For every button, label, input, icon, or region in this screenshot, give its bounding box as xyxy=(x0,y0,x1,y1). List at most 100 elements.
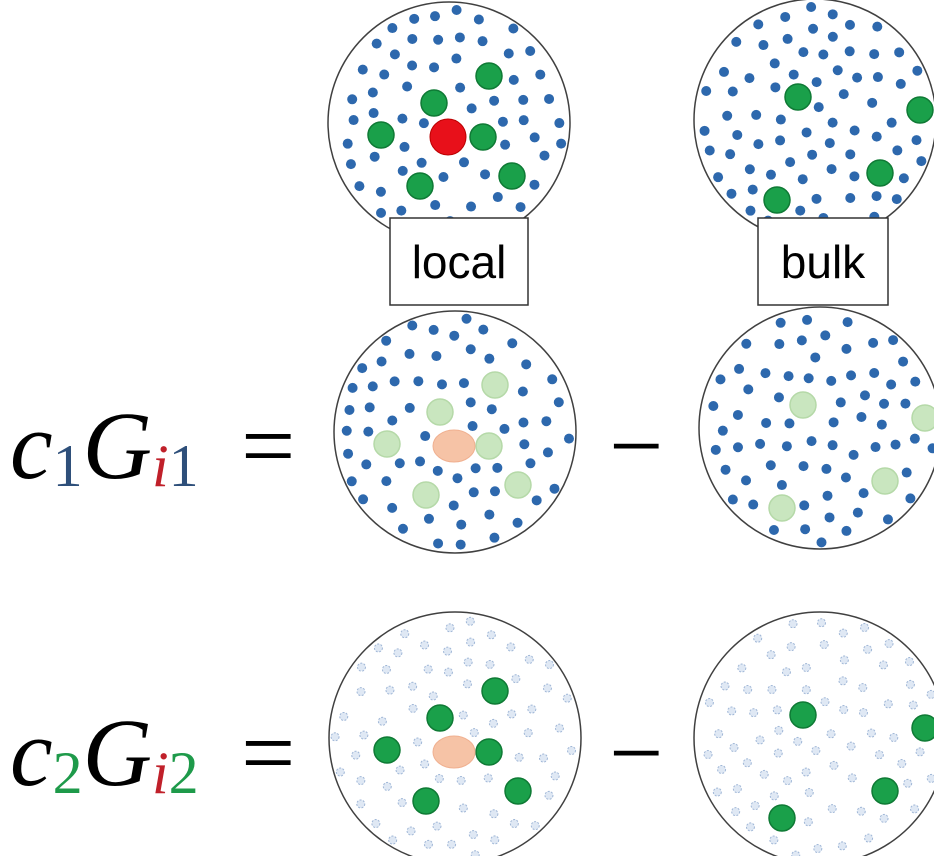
solvent-dot xyxy=(772,705,782,715)
solvent-dot xyxy=(860,623,870,633)
solvent-dot xyxy=(462,679,472,689)
solvent-dot xyxy=(423,839,433,849)
solvent-dot xyxy=(376,356,387,367)
cosolvent xyxy=(784,83,812,111)
solvent-dot xyxy=(894,47,905,58)
solvent-dot xyxy=(465,397,476,408)
solvent-dot xyxy=(402,81,413,92)
solvent-dot xyxy=(393,648,403,658)
component-index: 2 xyxy=(169,740,199,806)
solvent-dot xyxy=(399,141,410,152)
solvent-dot xyxy=(858,488,869,499)
solvent-dot xyxy=(704,698,714,708)
solvent-dot xyxy=(455,82,466,93)
cosolvent xyxy=(469,123,497,151)
solvent-dot xyxy=(797,174,808,185)
solvent-dot xyxy=(549,483,560,494)
equals: = xyxy=(235,699,300,806)
solvent-dot xyxy=(863,644,873,654)
solvent-dot xyxy=(541,416,552,427)
solvent-dot xyxy=(755,438,766,449)
solvent-dot xyxy=(371,819,381,829)
cosolvent xyxy=(475,432,503,460)
solvent-dot xyxy=(554,723,564,733)
solvent-dot xyxy=(542,683,552,693)
solvent-dot xyxy=(926,773,934,783)
solvent-dot xyxy=(816,537,827,548)
solvent-dot xyxy=(699,125,710,136)
cosolvent xyxy=(412,481,440,509)
solvent-dot xyxy=(796,335,807,346)
solvent-dot xyxy=(846,370,857,381)
cosolvent xyxy=(906,96,934,124)
solvent-dot xyxy=(868,337,879,348)
solvent-dot xyxy=(544,790,554,800)
solvent-dot xyxy=(521,359,532,370)
solvent-dot xyxy=(844,46,855,57)
solvent-dot xyxy=(822,490,833,501)
solvent-dot xyxy=(381,664,391,674)
solvent-dot xyxy=(486,404,497,415)
solvent-dot xyxy=(359,730,369,740)
solvent-dot xyxy=(373,643,383,653)
solvent-dot xyxy=(385,685,395,695)
solvent-dot xyxy=(381,335,392,346)
solvent-dot xyxy=(818,49,829,60)
solvent-dot xyxy=(748,499,759,510)
solvent-dot xyxy=(448,500,459,511)
solvent-dot xyxy=(416,157,427,168)
solvent-dot xyxy=(470,850,480,856)
solute xyxy=(432,735,476,769)
solvent-dot xyxy=(387,415,398,426)
solvent-dot xyxy=(371,38,382,49)
solvent-dot xyxy=(407,320,418,331)
solvent-dot xyxy=(509,819,519,829)
solvent-dot xyxy=(786,642,796,652)
solvent-dot xyxy=(856,806,866,816)
solvent-dot xyxy=(839,655,849,665)
solvent-dot xyxy=(335,767,345,777)
solvent-dot xyxy=(433,538,444,549)
circles xyxy=(327,0,934,856)
cosolvent xyxy=(426,704,454,732)
solvent-dot xyxy=(484,353,495,364)
solvent-dot xyxy=(811,746,821,756)
solvent-dot xyxy=(901,467,912,478)
solvent-dot xyxy=(531,495,542,506)
cosolvent xyxy=(481,371,509,399)
solvent-dot xyxy=(530,821,540,831)
solvent-dot xyxy=(443,667,453,677)
solvent-dot xyxy=(407,60,418,71)
solvent-dot xyxy=(400,629,410,639)
solvent-dot xyxy=(788,69,799,80)
solvent-dot xyxy=(388,835,398,845)
solvent-dot xyxy=(732,129,743,140)
solvent-dot xyxy=(879,813,889,823)
solvent-dot xyxy=(826,164,837,175)
solvent-dot xyxy=(354,181,365,192)
solvent-dot xyxy=(806,436,817,447)
solvent-dot xyxy=(915,747,925,757)
solvent-dot xyxy=(407,33,418,44)
solvent-dot xyxy=(429,62,440,73)
solvent-dot xyxy=(832,65,843,76)
solvent-dot xyxy=(798,47,809,58)
component-index: 1 xyxy=(169,433,199,499)
solvent-dot xyxy=(492,192,503,203)
solvent-dot xyxy=(351,750,361,760)
solvent-dot xyxy=(478,324,489,335)
solvent-dot xyxy=(788,619,798,629)
solvent-dot xyxy=(466,201,477,212)
equation: c2Gi2 xyxy=(10,699,199,806)
solvent-dot xyxy=(759,769,769,779)
solvent-dot xyxy=(744,164,755,175)
solvent-dot xyxy=(891,194,902,205)
solvent-dot xyxy=(903,778,913,788)
solvent-dot xyxy=(798,461,809,472)
species-index: i xyxy=(152,433,169,499)
solvent-dot xyxy=(835,397,846,408)
solvent-dot xyxy=(732,784,742,794)
equation: c1Gi1 xyxy=(10,392,199,499)
solvent-dot xyxy=(428,324,439,335)
